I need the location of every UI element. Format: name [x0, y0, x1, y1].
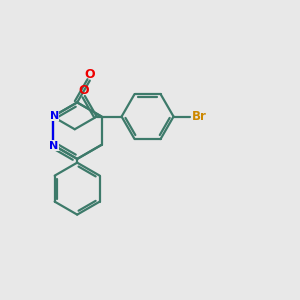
Text: O: O [85, 68, 95, 81]
Text: N: N [50, 111, 59, 121]
Text: Br: Br [191, 110, 206, 123]
Text: O: O [78, 83, 89, 97]
Text: N: N [49, 141, 58, 151]
